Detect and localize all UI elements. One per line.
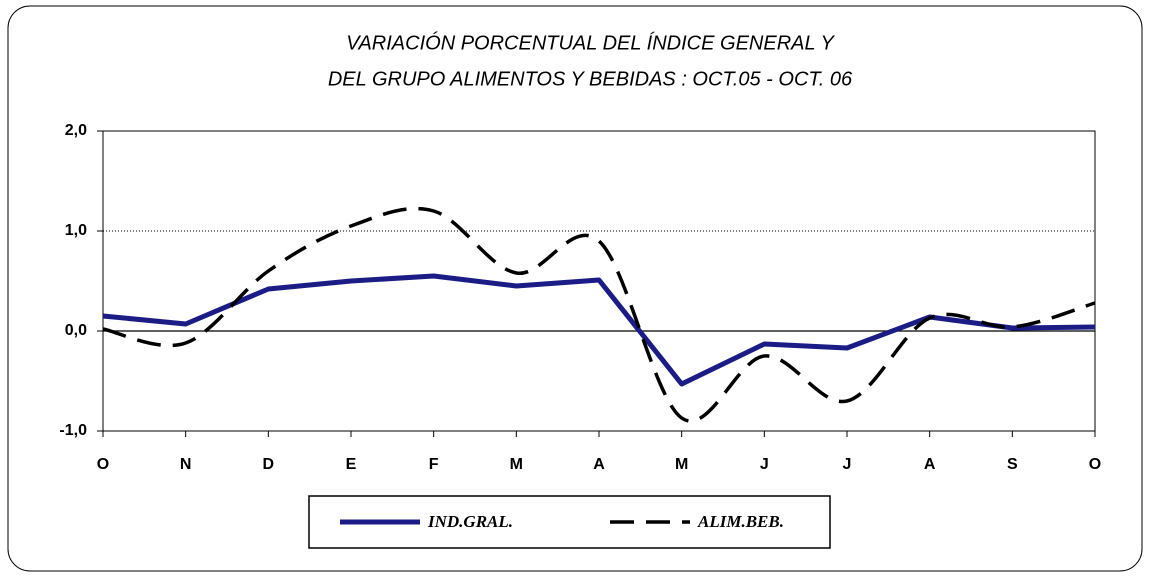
- chart-title: VARIACIÓN PORCENTUAL DEL ÍNDICE GENERAL …: [346, 31, 835, 54]
- x-tick-label: D: [263, 456, 275, 473]
- x-tick-label: A: [593, 456, 605, 473]
- x-tick-label: J: [760, 456, 769, 473]
- x-tick-label: J: [843, 456, 852, 473]
- y-tick-label: 2,0: [65, 122, 87, 139]
- y-tick-label: -1,0: [59, 422, 87, 439]
- chart-title: DEL GRUPO ALIMENTOS Y BEBIDAS : OCT.05 -…: [328, 68, 853, 90]
- x-tick-label: E: [346, 456, 357, 473]
- x-tick-label: N: [180, 456, 192, 473]
- x-tick-label: O: [1089, 456, 1101, 473]
- y-tick-label: 0,0: [65, 322, 87, 339]
- x-tick-label: A: [924, 456, 936, 473]
- x-tick-label: M: [510, 456, 523, 473]
- legend-label: ALIM.BEB.: [697, 512, 784, 531]
- y-tick-label: 1,0: [65, 222, 87, 239]
- x-tick-label: M: [675, 456, 688, 473]
- x-tick-label: O: [97, 456, 109, 473]
- frame: [7, 5, 1143, 572]
- series-line: [102, 206, 1096, 423]
- x-tick-label: F: [429, 456, 439, 473]
- x-tick-label: S: [1007, 456, 1018, 473]
- legend-label: IND.GRAL.: [427, 512, 513, 531]
